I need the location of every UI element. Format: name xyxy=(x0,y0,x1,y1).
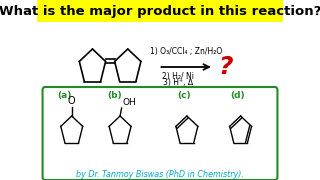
Text: by Dr. Tanmoy Biswas (PhD in Chemistry).: by Dr. Tanmoy Biswas (PhD in Chemistry). xyxy=(76,170,244,179)
Text: 2) H₂/ Ni: 2) H₂/ Ni xyxy=(162,72,194,81)
Text: (b): (b) xyxy=(108,91,122,100)
Text: What is the major product in this reaction?: What is the major product in this reacti… xyxy=(0,4,320,17)
FancyBboxPatch shape xyxy=(43,87,277,180)
Text: 1) O₃/CCl₄ ; Zn/H₂O: 1) O₃/CCl₄ ; Zn/H₂O xyxy=(150,47,222,56)
Bar xyxy=(37,0,283,22)
Text: (c): (c) xyxy=(177,91,191,100)
Text: O: O xyxy=(68,96,76,106)
Text: 3) H⁺, Δ: 3) H⁺, Δ xyxy=(163,78,193,87)
Text: (a): (a) xyxy=(58,91,72,100)
Text: (d): (d) xyxy=(230,91,245,100)
Text: ?: ? xyxy=(218,55,233,79)
Text: OH: OH xyxy=(122,98,136,107)
